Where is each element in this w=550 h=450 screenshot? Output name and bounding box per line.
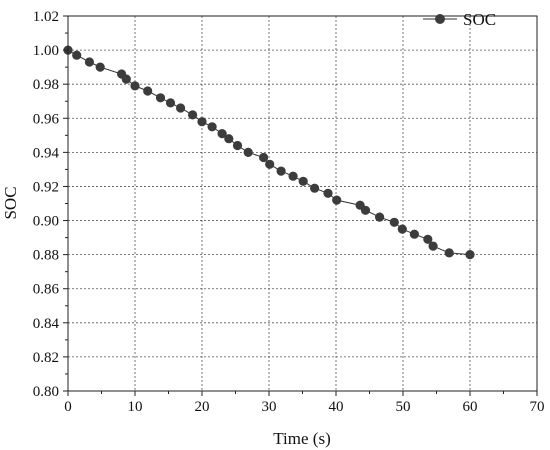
data-point [188, 110, 198, 120]
x-tick-label: 10 [128, 399, 143, 415]
legend-marker [435, 14, 445, 24]
data-point [332, 195, 342, 205]
data-point [444, 248, 454, 258]
x-tick-label: 60 [463, 399, 478, 415]
data-point [197, 117, 207, 127]
data-point [465, 250, 475, 260]
data-point [155, 93, 166, 103]
data-point [298, 176, 308, 186]
x-tick-label: 30 [262, 399, 277, 415]
data-point [207, 122, 217, 132]
series-soc [63, 45, 475, 260]
y-tick-label: 0.88 [33, 248, 59, 264]
data-point [389, 217, 399, 227]
y-tick-label: 0.94 [33, 145, 60, 161]
data-point [409, 229, 419, 239]
y-tick-label: 0.98 [33, 77, 59, 93]
x-tick-label: 20 [195, 399, 210, 415]
data-point [265, 159, 275, 169]
y-tick-label: 0.82 [33, 350, 59, 366]
y-tick-label: 0.84 [33, 316, 60, 332]
y-tick-label: 0.80 [33, 384, 59, 400]
data-point [72, 50, 82, 60]
data-point [176, 103, 186, 113]
plot-frame [67, 15, 538, 392]
data-point [423, 234, 433, 244]
x-tick-label: 40 [329, 399, 344, 415]
data-point [288, 171, 298, 181]
data-point [232, 140, 243, 151]
data-point [375, 212, 385, 222]
legend: SOC [423, 10, 496, 29]
data-point [165, 98, 176, 108]
axis-ticks: 0 10 20 30 40 50 60 70 0.80 0.82 0.84 0.86 0.88 0.90 0… [33, 9, 545, 415]
data-point [143, 86, 153, 96]
data-point [276, 166, 286, 176]
data-point [224, 134, 234, 144]
y-tick-label: 0.90 [33, 214, 59, 230]
data-point [360, 205, 371, 215]
y-tick-label: 0.96 [33, 111, 60, 127]
data-point [259, 152, 269, 163]
data-point [121, 74, 131, 84]
y-tick-label: 0.92 [33, 179, 59, 195]
data-point [217, 129, 227, 139]
y-tick-label: 0.86 [33, 282, 60, 298]
data-point [95, 62, 105, 72]
data-point [310, 183, 320, 193]
data-point [243, 147, 253, 157]
x-tick-label: 70 [530, 399, 545, 415]
x-tick-label: 0 [64, 399, 72, 415]
grid-lines [68, 16, 537, 391]
legend-label-soc: SOC [463, 10, 496, 29]
x-axis-title: Time (s) [273, 429, 330, 448]
data-point [323, 188, 333, 198]
y-tick-label: 1.02 [33, 9, 59, 25]
data-point [130, 81, 140, 91]
data-point [428, 241, 438, 251]
x-tick-label: 50 [396, 399, 411, 415]
data-point [84, 57, 94, 67]
y-tick-label: 1.00 [33, 43, 59, 59]
data-point [397, 224, 407, 234]
y-axis-title: SOC [1, 186, 20, 219]
